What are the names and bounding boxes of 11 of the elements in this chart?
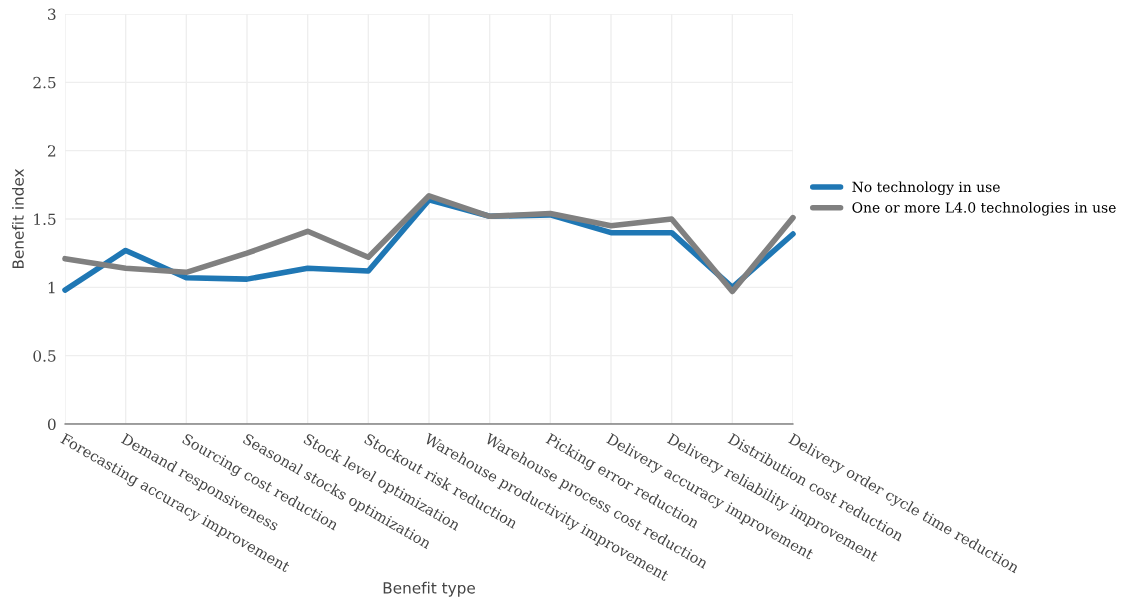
y-tick-label: 2 (47, 145, 56, 157)
y-tick-label: 1.5 (34, 213, 56, 226)
y-tick-label: 2.5 (33, 76, 56, 89)
y-tick-label: 0 (47, 418, 56, 431)
x-axis-title: Benefit type (383, 581, 475, 597)
y-tick-label: 1 (48, 281, 55, 294)
y-tick-label: 0.5 (33, 350, 56, 362)
legend-label: One or more L4.0 technologies in use (852, 201, 1116, 216)
y-tick-label: 3 (48, 8, 56, 21)
legend-label: No technology in use (852, 181, 1000, 196)
y-axis-title: Benefit index (12, 168, 24, 269)
